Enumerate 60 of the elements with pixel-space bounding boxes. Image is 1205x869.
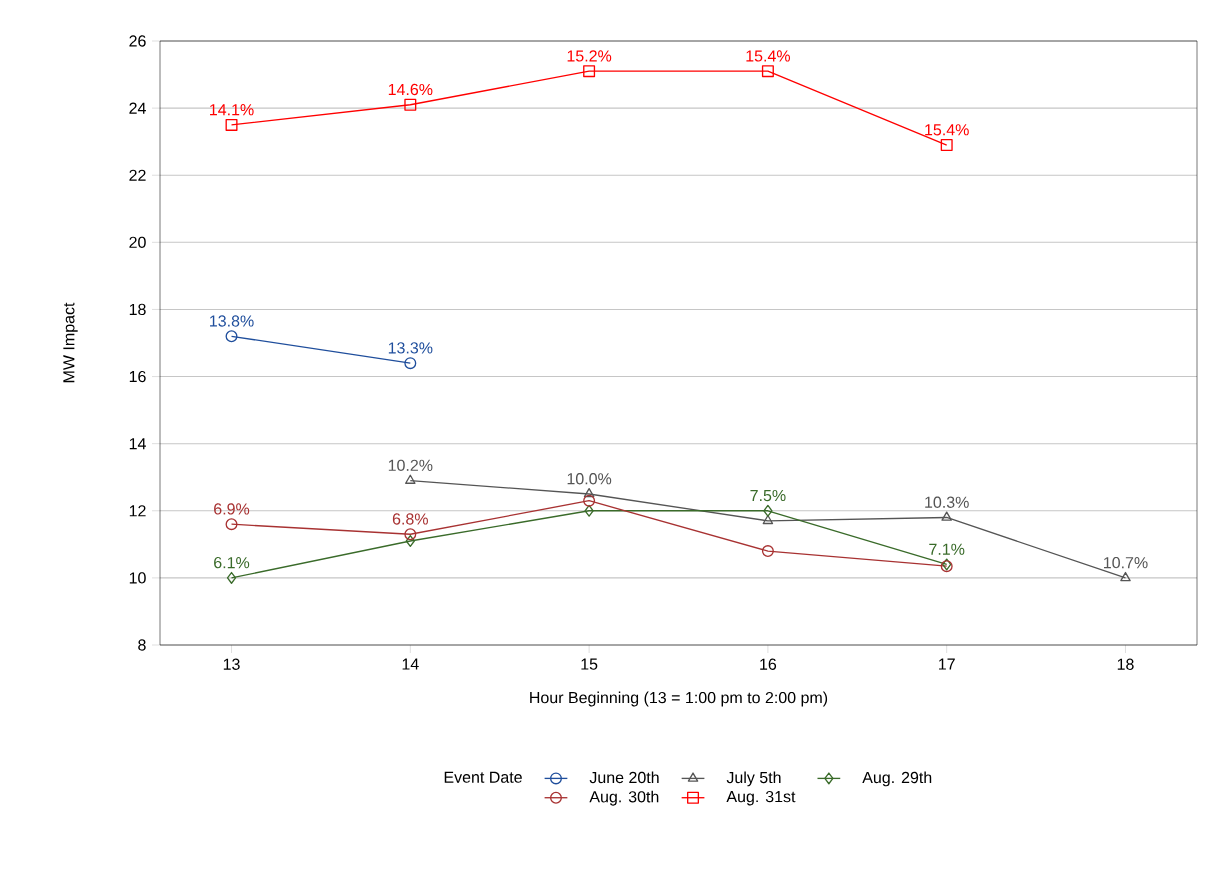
point	[225, 330, 238, 343]
annotation: 10.2%	[388, 459, 433, 471]
x-axis-title: Hour Beginning (13 = 1:00 pm to 2:00 pm)	[530, 691, 828, 707]
point	[583, 494, 596, 507]
x-tick-label: 16	[760, 658, 777, 670]
legend-label: Aug. 29th	[862, 771, 932, 787]
point	[404, 357, 417, 370]
y-tick-label: 8	[138, 639, 146, 651]
annotation: 10.7%	[1104, 556, 1148, 569]
annotation: 7.5%	[750, 489, 786, 502]
annotation: 6.9%	[214, 503, 250, 515]
point	[583, 65, 596, 78]
annotation: 13.8%	[210, 315, 254, 327]
point	[761, 65, 774, 78]
annotation: 6.8%	[392, 513, 428, 525]
y-tick-label: 24	[129, 102, 146, 114]
annotation: 14.6%	[388, 83, 433, 96]
point	[225, 118, 238, 131]
x-tick-label: 17	[939, 658, 955, 670]
point	[405, 534, 415, 547]
x-tick-label: 15	[581, 658, 598, 670]
point	[404, 98, 417, 111]
annotation: 13.3%	[388, 342, 433, 354]
point	[404, 528, 417, 541]
annotation: 15.4%	[746, 50, 791, 62]
legend-label: June 20th	[589, 771, 659, 784]
x-tick-label: 13	[223, 658, 240, 670]
annotation: 10.3%	[925, 496, 969, 508]
annotation: 14.1%	[210, 104, 254, 116]
y-tick-label: 16	[129, 370, 146, 383]
annotation: 7.1%	[929, 543, 965, 555]
point	[583, 488, 595, 498]
y-tick-label: 22	[129, 169, 146, 181]
point	[762, 514, 774, 525]
y-tick-label: 12	[129, 505, 146, 517]
point	[584, 504, 594, 517]
point	[941, 511, 952, 521]
y-tick-label: 20	[129, 236, 146, 248]
legend-label: Aug. 30th	[589, 790, 659, 806]
y-axis-title: MW Impact	[63, 302, 78, 383]
point	[763, 504, 773, 517]
annotation: 6.1%	[214, 556, 250, 569]
legend-label: July 5th	[726, 771, 781, 787]
y-tick-label: 18	[129, 303, 146, 316]
annotation: 10.0%	[567, 473, 612, 485]
y-tick-label: 14	[129, 438, 146, 450]
annotation: 15.4%	[925, 124, 969, 136]
point	[405, 474, 416, 484]
annotation: 15.2%	[567, 50, 612, 62]
point	[1120, 571, 1131, 582]
point	[761, 545, 774, 558]
legend-label: Aug. 31st	[726, 790, 796, 806]
y-tick-label: 26	[129, 35, 146, 47]
point	[225, 518, 238, 531]
legend-title: Event Date	[444, 771, 522, 783]
point	[940, 139, 953, 152]
y-tick-label: 10	[129, 572, 146, 584]
x-tick-label: 14	[402, 658, 419, 670]
x-tick-label: 18	[1117, 658, 1134, 670]
point	[226, 571, 237, 584]
